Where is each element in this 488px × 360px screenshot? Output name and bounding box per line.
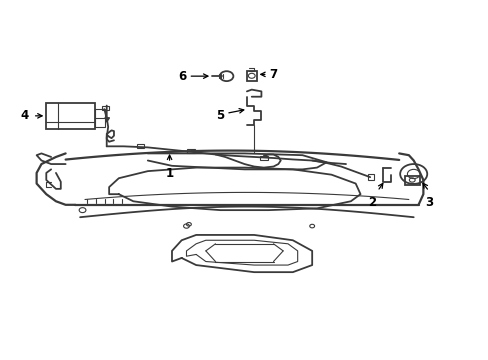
Text: 4: 4 — [20, 109, 29, 122]
Text: 2: 2 — [368, 196, 376, 209]
Text: 6: 6 — [178, 69, 186, 83]
Text: 3: 3 — [424, 196, 432, 209]
Text: 1: 1 — [165, 167, 173, 180]
Text: 7: 7 — [269, 68, 277, 81]
Text: 5: 5 — [216, 109, 224, 122]
